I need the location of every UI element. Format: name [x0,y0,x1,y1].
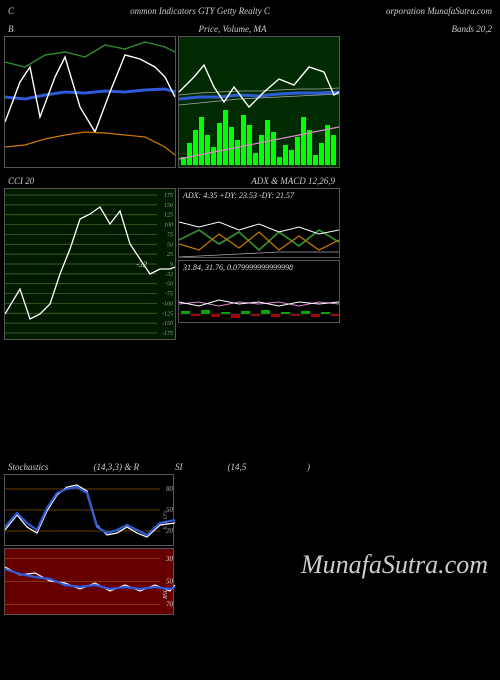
svg-text:125: 125 [164,213,173,219]
page-header: C ommon Indicators GTY Getty Realty C or… [0,0,500,22]
svg-text:150: 150 [164,203,173,209]
svg-text:K% D%: K% D% [163,510,169,531]
header-center: ommon Indicators GTY Getty Realty C [130,6,270,16]
title-b: B [8,24,14,34]
panel-stack-right: ADX: 4.35 +DY: 23.53 -DY: 21.57 31.84, 3… [178,188,340,340]
spacer [0,340,500,460]
panel-bbands [4,36,176,168]
svg-text:30: 30 [165,555,174,563]
title-bands: Bands 20,2 [451,24,492,34]
svg-text:-32: -32 [165,272,173,278]
row3-titles: Stochastics (14,3,3) & R SI (14,5 ) [0,460,500,474]
svg-text:25: 25 [167,252,173,258]
panel-cci: 175 150 125 100 75 50 25 9 -32 -50 -75 -100 -125 -150… [4,188,176,340]
row2: 175 150 125 100 75 50 25 9 -32 -50 -75 -100 -125 -150… [0,188,500,340]
svg-text:-32: -32 [136,260,147,269]
svg-text:-125: -125 [162,311,173,317]
svg-text:50: 50 [167,242,173,248]
svg-text:RSI: RSI [163,589,169,600]
svg-text:-75: -75 [165,292,173,298]
title-cci: CCI 20 [8,176,34,186]
svg-text:-100: -100 [162,301,173,307]
title-price: Price, Volume, MA [199,24,267,34]
panel-price-volume [178,36,340,168]
row2-titles: CCI 20 ADX & MACD 12,26,9 [0,174,500,188]
adx-subtitle: ADX: 4.35 +DY: 23.53 -DY: 21.57 [179,189,339,202]
panel-adx: ADX: 4.35 +DY: 23.53 -DY: 21.57 [178,188,340,258]
title-stoch-rsi: Stochastics (14,3,3) & R SI (14,5 ) [8,462,310,472]
header-left: C [8,6,14,16]
svg-text:50: 50 [166,578,174,586]
svg-text:75: 75 [167,232,173,238]
header-right: orporation MunafaSutra.com [386,6,492,16]
svg-text:-175: -175 [162,331,173,337]
svg-text:-50: -50 [165,282,173,288]
svg-text:175: 175 [164,193,173,199]
svg-text:70: 70 [166,600,174,608]
panel-macd: 31.84, 31.76, 0.079999999999998 [178,260,340,323]
row3: 805020K% D% 30 50 70RSI [0,474,178,615]
row1 [0,36,500,168]
svg-text:100: 100 [164,223,173,229]
row1-titles: B Price, Volume, MA Bands 20,2 [0,22,500,36]
svg-text:-150: -150 [162,321,173,327]
macd-subtitle: 31.84, 31.76, 0.079999999999998 [179,261,339,274]
svg-text:80: 80 [166,485,174,493]
svg-text:9: 9 [170,262,173,268]
title-adx: ADX & MACD 12,26,9 [251,176,335,186]
panel-stochastics: 805020K% D% [4,474,174,546]
watermark: MunafaSutra.com [301,550,488,580]
panel-rsi: 30 50 70RSI [4,548,174,615]
